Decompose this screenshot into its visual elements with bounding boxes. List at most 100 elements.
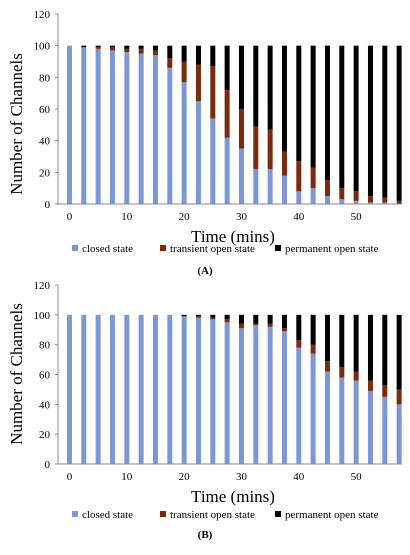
bar-segment-transient-open-state xyxy=(367,196,373,203)
bar-segment-transient-open-state xyxy=(253,126,259,170)
bar-segment-closed-state xyxy=(310,353,316,464)
legend-swatch xyxy=(160,245,166,251)
bar-segment-permanent-open-state xyxy=(167,45,173,59)
bar-segment-permanent-open-state xyxy=(324,314,330,362)
bar-segment-closed-state xyxy=(367,202,373,204)
bar-segment-closed-state xyxy=(281,175,287,204)
bar-segment-closed-state xyxy=(324,196,330,204)
y-tick-label: 20 xyxy=(39,167,51,179)
bar-segment-closed-state xyxy=(396,404,402,464)
y-tick-label: 40 xyxy=(39,136,51,148)
x-tick-label: 50 xyxy=(351,211,363,223)
bar-segment-transient-open-state xyxy=(296,340,302,348)
panel-label: (B) xyxy=(198,529,213,541)
x-tick-label: 0 xyxy=(67,211,73,223)
y-tick-label: 0 xyxy=(45,459,51,471)
bar-segment-permanent-open-state xyxy=(296,314,302,341)
legend-label: transient open state xyxy=(170,509,255,521)
bar-segment-closed-state xyxy=(109,314,115,464)
bar-segment-permanent-open-state xyxy=(253,45,259,127)
axes-group: 0 20 40 60 80 100 120 0 10 20 30 40 50 xyxy=(34,280,402,483)
bar-segment-transient-open-state xyxy=(195,64,201,102)
chart-panel-b: 0 20 40 60 80 100 120 0 10 20 30 40 50 Time (mins) N… xyxy=(7,280,402,541)
bar-segment-permanent-open-state xyxy=(396,314,402,390)
bar-segment-permanent-open-state xyxy=(353,45,359,192)
bar-segment-closed-state xyxy=(296,347,302,464)
bar-segment-closed-state xyxy=(339,199,345,204)
bar-segment-closed-state xyxy=(238,148,244,204)
bar-segment-permanent-open-state xyxy=(109,45,115,48)
x-tick-label: 20 xyxy=(179,471,191,483)
bar-segment-transient-open-state xyxy=(267,323,273,327)
bar-segment-permanent-open-state xyxy=(210,45,216,67)
bar-segment-transient-open-state xyxy=(224,90,230,138)
bar-segment-permanent-open-state xyxy=(238,45,244,109)
bar-segment-transient-open-state xyxy=(195,316,201,318)
y-tick-label: 120 xyxy=(34,280,51,292)
bar-segment-permanent-open-state xyxy=(195,45,201,65)
bar-segment-closed-state xyxy=(353,200,359,204)
bar-segment-closed-state xyxy=(281,331,287,464)
bar-segment-closed-state xyxy=(267,169,273,204)
bar-segment-closed-state xyxy=(296,191,302,204)
bar-segment-closed-state xyxy=(382,396,388,465)
bar-segment-closed-state xyxy=(339,377,345,464)
bar-segment-closed-state xyxy=(210,118,216,204)
bar-segment-permanent-open-state xyxy=(267,45,273,130)
legend-swatch xyxy=(160,511,166,517)
y-tick-label: 120 xyxy=(34,9,51,21)
bar-segment-closed-state xyxy=(324,371,330,464)
chart-panel-a: 0 20 40 60 80 100 120 0 10 20 30 40 50 Time (mins) N… xyxy=(7,9,402,277)
bar-segment-transient-open-state xyxy=(224,319,230,323)
bar-segment-permanent-open-state xyxy=(124,45,130,49)
bar-segment-transient-open-state xyxy=(296,161,302,192)
bar-segment-closed-state xyxy=(152,55,158,204)
bar-segment-closed-state xyxy=(167,314,173,464)
bar-segment-transient-open-state xyxy=(181,61,187,83)
x-tick-label: 20 xyxy=(179,211,191,223)
bar-segment-transient-open-state xyxy=(339,367,345,378)
bar-segment-transient-open-state xyxy=(339,188,345,200)
legend-label: transient open state xyxy=(170,243,255,255)
bar-segment-closed-state xyxy=(167,67,173,204)
bar-segment-closed-state xyxy=(253,169,259,204)
bar-segment-closed-state xyxy=(81,47,87,204)
x-tick-label: 0 xyxy=(67,471,73,483)
bar-segment-closed-state xyxy=(66,314,72,464)
x-tick-label: 40 xyxy=(293,211,305,223)
bar-segment-transient-open-state xyxy=(353,371,359,381)
bar-segment-transient-open-state xyxy=(253,323,259,326)
bar-segment-closed-state xyxy=(210,319,216,464)
bar-segment-transient-open-state xyxy=(109,47,115,51)
bar-segment-transient-open-state xyxy=(382,197,388,203)
bar-segment-closed-state xyxy=(353,380,359,464)
bar-segment-transient-open-state xyxy=(324,180,330,197)
x-tick-label: 10 xyxy=(121,211,133,223)
y-tick-label: 60 xyxy=(39,104,51,116)
bar-segment-closed-state xyxy=(224,137,230,204)
bar-segment-closed-state xyxy=(66,45,72,204)
bar-segment-closed-state xyxy=(253,325,259,464)
legend: closed state transient open state permanen… xyxy=(72,243,379,255)
bar-segment-closed-state xyxy=(109,50,115,204)
x-tick-label: 10 xyxy=(121,471,133,483)
bar-segment-closed-state xyxy=(195,317,201,464)
legend-swatch xyxy=(275,511,281,517)
legend-swatch xyxy=(72,511,78,517)
bar-segment-transient-open-state xyxy=(238,109,244,149)
bar-segment-closed-state xyxy=(95,48,101,204)
bar-segment-permanent-open-state xyxy=(339,45,345,189)
bar-segment-transient-open-state xyxy=(281,328,287,332)
bars-group xyxy=(66,314,402,465)
panel-label: (A) xyxy=(197,265,213,277)
bar-segment-permanent-open-state xyxy=(367,314,373,381)
bar-segment-closed-state xyxy=(310,188,316,204)
legend-label: closed state xyxy=(82,509,133,521)
bar-segment-closed-state xyxy=(181,82,187,204)
bar-segment-closed-state xyxy=(124,52,130,204)
bar-segment-closed-state xyxy=(267,326,273,464)
bar-segment-transient-open-state xyxy=(281,151,287,176)
bar-segment-transient-open-state xyxy=(210,66,216,119)
y-tick-label: 80 xyxy=(39,340,51,352)
